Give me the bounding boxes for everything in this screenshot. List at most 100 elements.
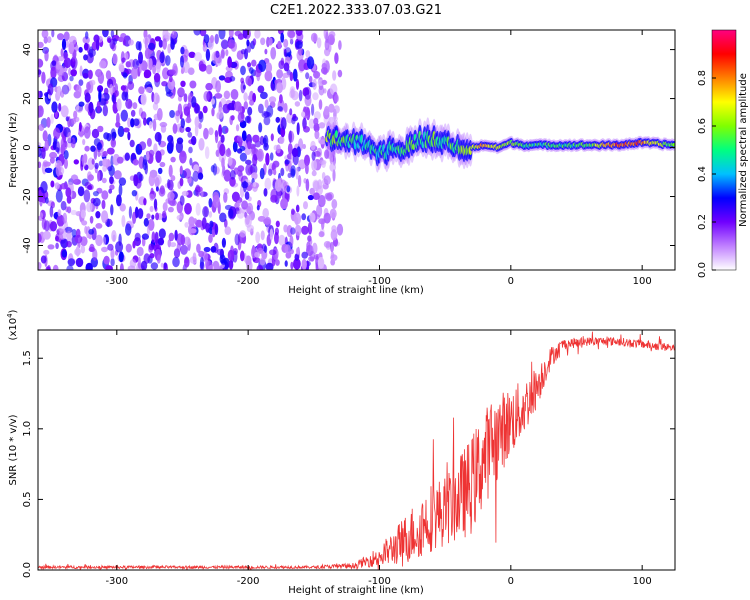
noise-blob <box>116 112 120 126</box>
noise-blob <box>199 63 207 72</box>
noise-blob <box>336 223 344 236</box>
noise-blob <box>240 65 246 76</box>
colorbar-tick-label: 0.6 <box>697 118 708 134</box>
noise-blob <box>243 101 248 110</box>
noise-blob <box>39 212 43 220</box>
noise-blob <box>156 254 161 264</box>
noise-blob <box>325 31 329 44</box>
noise-blob <box>167 43 172 54</box>
noise-blob <box>171 30 178 39</box>
noise-blob <box>66 241 72 248</box>
noise-blob <box>252 153 258 167</box>
noise-blob <box>218 30 226 40</box>
noise-blob <box>141 233 149 240</box>
noise-blob <box>203 91 210 102</box>
noise-blob <box>159 51 165 64</box>
noise-blob <box>38 262 42 270</box>
noise-blob <box>55 163 61 177</box>
noise-blob <box>194 104 201 114</box>
noise-blob <box>188 51 196 58</box>
noise-blob <box>305 50 311 58</box>
signal-core <box>412 143 416 150</box>
noise-blob <box>85 262 93 270</box>
noise-blob <box>102 150 108 157</box>
noise-blob <box>84 225 88 234</box>
noise-blob <box>38 123 45 132</box>
noise-blob <box>184 222 189 228</box>
noise-blob <box>170 39 175 50</box>
noise-blob <box>102 236 107 246</box>
noise-blob <box>216 248 224 256</box>
noise-blob <box>179 150 187 164</box>
noise-blob <box>188 228 197 234</box>
noise-blob <box>133 118 140 126</box>
noise-blob <box>91 158 95 165</box>
noise-blob <box>83 54 88 61</box>
noise-blob <box>153 143 158 155</box>
noise-blob <box>84 145 90 152</box>
noise-blob <box>38 145 42 158</box>
noise-blob <box>214 130 219 144</box>
noise-blob <box>146 137 152 147</box>
noise-blob <box>301 251 309 259</box>
noise-blob <box>205 222 210 233</box>
noise-blob <box>274 79 278 85</box>
noise-blob <box>275 259 280 266</box>
noise-blob <box>185 126 191 133</box>
noise-blob <box>295 204 300 213</box>
noise-blob <box>42 130 48 142</box>
noise-blob <box>60 48 64 57</box>
colorbar-tick-label: 0.0 <box>697 262 708 278</box>
noise-blob <box>338 40 342 51</box>
noise-blob <box>180 234 186 246</box>
noise-blob <box>41 218 47 230</box>
noise-blob <box>184 256 190 268</box>
noise-blob <box>135 41 141 51</box>
noise-blob <box>276 82 283 94</box>
noise-blob <box>258 59 267 72</box>
noise-blob <box>219 143 226 157</box>
noise-blob <box>38 233 42 244</box>
noise-blob <box>192 252 197 263</box>
noise-blob <box>78 101 85 107</box>
noise-blob <box>49 205 54 218</box>
noise-blob <box>75 228 81 238</box>
noise-blob <box>208 211 213 218</box>
noise-blob <box>40 255 47 264</box>
noise-blob <box>176 242 181 253</box>
noise-blob <box>168 232 175 242</box>
noise-blob <box>290 261 294 270</box>
noise-blob <box>274 227 279 236</box>
noise-blob <box>167 206 174 213</box>
noise-blob <box>152 118 157 132</box>
noise-blob <box>205 48 211 62</box>
noise-blob <box>244 48 248 60</box>
noise-blob <box>263 116 271 126</box>
noise-blob <box>116 98 122 112</box>
noise-blob <box>92 197 101 207</box>
noise-blob <box>60 105 69 118</box>
noise-blob <box>161 81 168 87</box>
noise-blob <box>183 236 191 246</box>
noise-blob <box>180 46 185 55</box>
noise-blob <box>253 181 257 188</box>
noise-blob <box>96 100 101 113</box>
noise-blob <box>66 231 72 243</box>
noise-blob <box>276 144 281 154</box>
noise-blob <box>167 191 175 201</box>
noise-blob <box>312 78 317 90</box>
noise-blob <box>189 157 193 166</box>
noise-blob <box>49 221 58 232</box>
noise-blob <box>259 167 265 180</box>
noise-blob <box>210 246 217 253</box>
noise-blob <box>260 91 268 100</box>
noise-blob <box>318 231 325 238</box>
noise-blob <box>97 149 101 158</box>
noise-blob <box>118 36 124 43</box>
noise-blob <box>67 258 76 267</box>
noise-blob <box>220 49 225 59</box>
y-tick-label: 1.5 <box>22 350 33 366</box>
noise-blob <box>323 240 332 248</box>
noise-blob <box>140 93 147 106</box>
noise-blob <box>83 42 89 51</box>
